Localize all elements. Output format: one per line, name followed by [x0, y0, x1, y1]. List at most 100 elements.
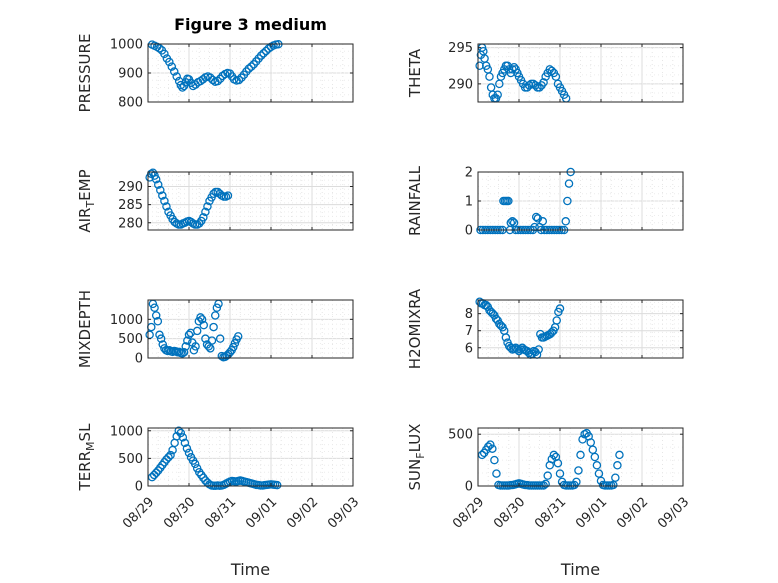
data-point	[493, 90, 502, 100]
y-tick-label: 0	[465, 480, 473, 495]
data-point	[207, 336, 217, 345]
data-point	[206, 73, 215, 82]
y-tick-label: 0	[465, 224, 473, 239]
data-point	[191, 342, 200, 351]
data-point	[167, 62, 177, 71]
data-point	[508, 217, 517, 226]
x-tick-label: 08/30	[161, 495, 198, 532]
x-tick-label: 08/31	[532, 495, 569, 532]
axes-box	[477, 427, 684, 487]
data-point	[158, 191, 167, 200]
y-tick-label: 800	[118, 96, 143, 111]
subplot-rainfall: 0 1 2 RAINFALL	[406, 165, 684, 239]
x-tick-label: 09/02	[614, 495, 651, 532]
subplot-h2omixra: 6 7 8 H2OMIXRA	[406, 288, 684, 369]
data-point	[151, 174, 161, 184]
data-point	[574, 466, 583, 475]
data-point	[539, 78, 548, 87]
y-tick-label: 0	[135, 480, 143, 495]
data-point	[538, 217, 548, 226]
data-point	[210, 311, 220, 320]
y-tick-label: 280	[118, 216, 143, 231]
data-point	[156, 185, 165, 195]
data-point	[155, 330, 164, 340]
data-point	[209, 189, 218, 198]
data-point	[194, 219, 204, 228]
x-tick-label: 09/02	[284, 495, 321, 532]
data-point	[199, 213, 208, 222]
y-axis-label: SUNFLUX	[406, 424, 427, 491]
y-tick-label: 8	[465, 307, 473, 322]
y-axis-label: RAINFALL	[406, 165, 424, 236]
data-point	[229, 342, 238, 352]
data-point	[189, 346, 199, 355]
subplot-mixdepth: 0 500 1000 MIXDEPTH	[76, 290, 354, 368]
data-point	[190, 459, 200, 469]
data-point	[504, 196, 513, 206]
data-point	[486, 440, 495, 449]
data-point	[506, 218, 516, 227]
data-point	[535, 83, 544, 92]
data-point	[592, 461, 602, 470]
data-point	[199, 320, 209, 330]
data-point	[153, 317, 163, 326]
data-point	[259, 49, 268, 58]
data-point	[206, 344, 215, 353]
y-axis-label: AIRTEMP	[76, 169, 97, 232]
data-point	[223, 191, 233, 200]
data-point	[555, 304, 565, 313]
data-point	[196, 313, 205, 322]
data-point	[184, 448, 194, 458]
data-point	[150, 303, 159, 312]
y-tick-label: 6	[465, 341, 473, 356]
data-point	[234, 75, 244, 85]
y-tick-label: 500	[118, 332, 143, 347]
y-axis-label: PRESSURE	[76, 34, 94, 113]
data-point	[165, 57, 174, 67]
data-point	[525, 81, 534, 90]
axes-box	[477, 299, 684, 359]
data-point	[531, 81, 540, 90]
data-point	[547, 454, 557, 464]
subplot-pressure: 800 900 1000 PRESSURE Figure 3 medium	[76, 15, 354, 113]
data-point	[151, 468, 161, 477]
data-point	[261, 46, 271, 56]
subplot-theta: 290 295 THETA	[406, 41, 684, 103]
data-point	[552, 316, 561, 325]
data-point	[156, 334, 166, 343]
data-point	[155, 44, 164, 53]
data-point	[613, 461, 622, 470]
data-point	[541, 479, 550, 489]
data-point	[553, 458, 563, 468]
y-tick-label: 900	[118, 67, 143, 82]
axes-box	[477, 43, 684, 103]
x-tick-label: 08/29	[120, 495, 157, 532]
y-tick-label: 500	[448, 428, 473, 443]
x-axis-label: Time	[560, 560, 600, 579]
data-point	[151, 311, 161, 320]
axes-box	[147, 427, 354, 487]
y-tick-label: 285	[118, 198, 143, 213]
x-tick-label: 09/03	[655, 495, 692, 532]
data-point	[485, 72, 494, 81]
data-point	[162, 202, 171, 211]
data-point	[160, 49, 169, 59]
data-point	[230, 339, 240, 348]
data-point	[213, 76, 222, 86]
data-point	[547, 66, 557, 76]
data-point	[172, 72, 181, 81]
data-point	[166, 450, 175, 460]
x-tick-label: 08/29	[450, 495, 487, 532]
data-point	[564, 179, 574, 188]
data-point	[256, 51, 266, 60]
data-point	[561, 217, 570, 226]
data-point	[179, 347, 189, 357]
data-point	[611, 473, 620, 482]
x-tick-label: 09/01	[243, 495, 280, 532]
grid	[147, 299, 354, 359]
x-tick-label: 09/01	[573, 495, 610, 532]
data-point	[209, 322, 218, 332]
data-point	[215, 334, 225, 343]
y-tick-label: 0	[135, 352, 143, 367]
data-point	[534, 345, 543, 354]
